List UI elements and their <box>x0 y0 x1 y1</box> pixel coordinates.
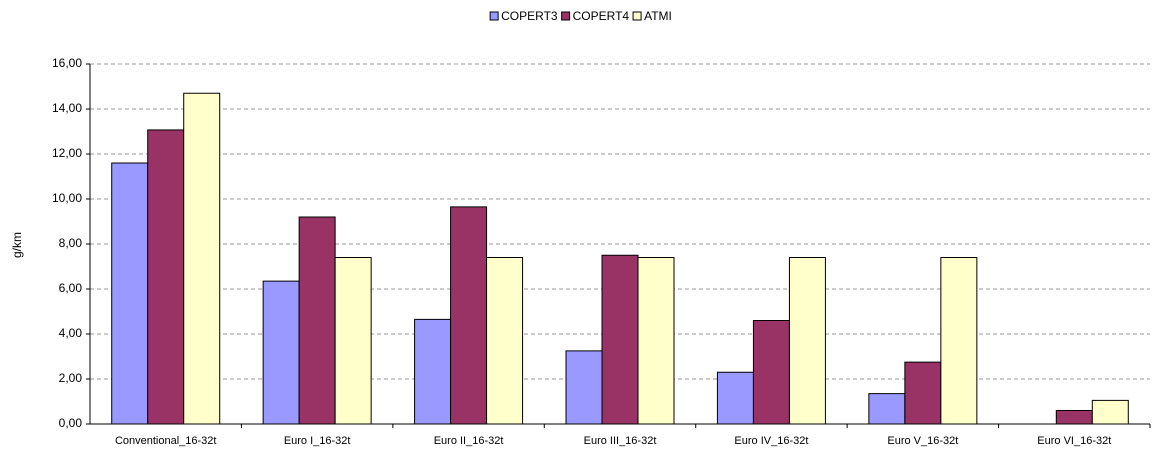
bar <box>788 257 826 425</box>
bar <box>486 257 524 425</box>
bar <box>601 254 639 425</box>
y-axis-label: g/km <box>10 232 24 258</box>
y-tick-label: 4,00 <box>59 326 83 340</box>
x-tick-label: Euro I_16-32t <box>284 435 351 447</box>
y-tick-label: 12,00 <box>52 146 82 160</box>
bar <box>868 393 906 425</box>
bar <box>637 257 675 425</box>
legend-label: COPERT4 <box>573 9 630 23</box>
bar <box>752 320 790 425</box>
bar <box>565 350 603 425</box>
bar <box>334 257 372 425</box>
bar <box>940 257 978 425</box>
y-tick-label: 16,00 <box>52 56 82 70</box>
legend-label: ATMI <box>644 9 672 23</box>
x-tick-label: Euro II_16-32t <box>434 435 504 447</box>
bar <box>904 361 942 425</box>
x-tick-label: Euro IV_16-32t <box>734 435 808 447</box>
bar <box>262 280 300 425</box>
bar <box>147 129 185 425</box>
legend-swatch <box>632 11 642 21</box>
x-tick-label: Euro III_16-32t <box>584 435 657 447</box>
y-tick-label: 14,00 <box>52 101 82 115</box>
legend-swatch <box>561 11 571 21</box>
y-tick-label: 8,00 <box>59 236 83 250</box>
legend-swatch <box>489 11 499 21</box>
legend-label: COPERT3 <box>501 9 558 23</box>
bar <box>183 92 221 425</box>
bar <box>1055 410 1093 425</box>
y-tick-label: 10,00 <box>52 191 82 205</box>
bar <box>716 371 754 425</box>
x-tick-label: Euro V_16-32t <box>887 435 958 447</box>
bar <box>414 318 452 425</box>
bar <box>450 206 488 425</box>
x-tick-label: Euro VI_16-32t <box>1037 435 1111 447</box>
bar <box>298 216 336 425</box>
bar <box>1091 399 1129 425</box>
bar <box>111 162 149 425</box>
x-tick-label: Conventional_16-32t <box>115 435 217 447</box>
y-tick-label: 2,00 <box>59 371 83 385</box>
y-tick-label: 0,00 <box>59 416 83 430</box>
y-tick-label: 6,00 <box>59 281 83 295</box>
